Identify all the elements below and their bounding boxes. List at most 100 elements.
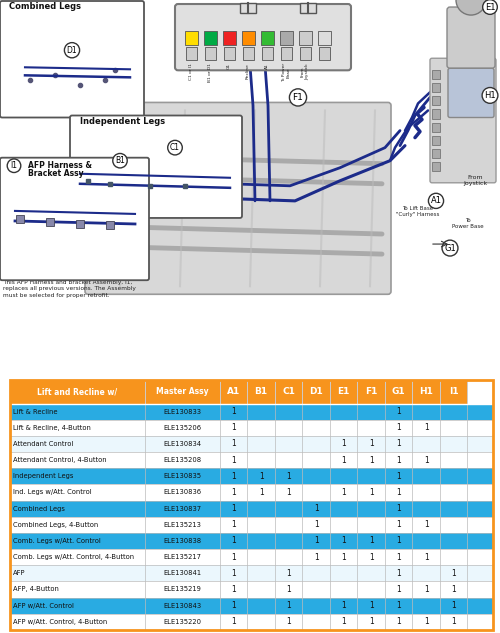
Text: AFP, 4-Button: AFP, 4-Button (13, 586, 59, 592)
Text: 1: 1 (286, 617, 291, 626)
Text: 1: 1 (452, 617, 456, 626)
Bar (242, 31, 255, 45)
Text: H1: H1 (484, 91, 496, 100)
Text: 1: 1 (232, 423, 236, 432)
Text: 1: 1 (424, 520, 428, 529)
Text: From
Joystick: From Joystick (463, 175, 487, 186)
Text: Comb. Legs w/Att. Control, 4-Button: Comb. Legs w/Att. Control, 4-Button (13, 554, 134, 560)
Bar (261, 31, 274, 45)
FancyBboxPatch shape (430, 58, 496, 183)
Bar (299, 31, 312, 45)
Text: 1: 1 (232, 439, 236, 448)
Bar (319, 47, 330, 60)
Text: 1: 1 (342, 439, 346, 448)
Bar (10, 404, 492, 420)
Bar (300, 47, 311, 60)
Text: 1: 1 (452, 601, 456, 610)
Bar (432, 149, 440, 158)
Text: Bracket Assy: Bracket Assy (28, 169, 84, 179)
Text: ELE135208: ELE135208 (164, 457, 202, 463)
Bar (10, 533, 220, 549)
Text: Attendant Control, 4-Button: Attendant Control, 4-Button (13, 457, 106, 463)
Bar (275, 380, 302, 404)
FancyBboxPatch shape (0, 158, 149, 280)
Text: Lift & Recline: Lift & Recline (13, 409, 58, 415)
Bar (318, 31, 331, 45)
Text: G1: G1 (444, 244, 456, 253)
Text: 1: 1 (232, 472, 236, 481)
Bar (440, 380, 468, 404)
Bar (10, 501, 492, 517)
Text: Combined Legs: Combined Legs (9, 2, 81, 11)
Text: 1: 1 (314, 536, 318, 546)
Text: 1: 1 (342, 536, 346, 546)
Bar (10, 613, 492, 630)
Text: 1: 1 (342, 617, 346, 626)
Text: 1: 1 (232, 536, 236, 546)
Text: Lift & Recline, 4-Button: Lift & Recline, 4-Button (13, 425, 91, 431)
Bar (10, 468, 492, 484)
Bar (223, 31, 236, 45)
Text: AFP w/Att. Control: AFP w/Att. Control (13, 603, 74, 608)
FancyBboxPatch shape (175, 4, 351, 70)
Bar (186, 47, 197, 60)
Text: 1: 1 (452, 569, 456, 578)
Bar (205, 47, 216, 60)
Bar (358, 380, 385, 404)
Bar (281, 47, 292, 60)
Text: 1: 1 (424, 553, 428, 561)
Bar (262, 47, 273, 60)
Text: ELE135220: ELE135220 (164, 618, 202, 625)
FancyBboxPatch shape (0, 1, 144, 118)
Bar (280, 31, 293, 45)
Text: 1: 1 (396, 617, 401, 626)
Bar (248, 380, 275, 404)
Bar (10, 452, 492, 468)
Bar (432, 96, 440, 106)
Text: 1: 1 (232, 407, 236, 416)
Text: 1: 1 (342, 601, 346, 610)
Text: 1: 1 (286, 488, 291, 497)
Text: Independent Legs: Independent Legs (80, 116, 165, 125)
Text: G1: G1 (242, 0, 254, 1)
Text: ELE130837: ELE130837 (164, 506, 202, 511)
Text: 1: 1 (259, 488, 264, 497)
Text: AFP: AFP (13, 570, 26, 576)
Text: 1: 1 (396, 553, 401, 561)
Text: 1: 1 (369, 617, 374, 626)
Bar (432, 135, 440, 144)
Text: ELE135219: ELE135219 (164, 586, 202, 592)
Bar (224, 47, 235, 60)
Text: Combined Legs, 4-Button: Combined Legs, 4-Button (13, 522, 98, 528)
Bar (385, 380, 412, 404)
Text: H1: H1 (302, 0, 314, 1)
Text: 1: 1 (396, 504, 401, 513)
Text: AFP Harness &: AFP Harness & (28, 161, 92, 170)
Text: To
Power Base: To Power Base (452, 218, 484, 229)
Text: ELE135217: ELE135217 (164, 554, 202, 560)
Text: 1: 1 (286, 569, 291, 578)
Text: B1 or D1: B1 or D1 (208, 63, 212, 82)
Text: C1 or I1: C1 or I1 (189, 63, 193, 80)
Text: Attendant Control: Attendant Control (13, 441, 73, 447)
Bar (204, 31, 217, 45)
Text: 1: 1 (232, 520, 236, 529)
Text: 1: 1 (396, 456, 401, 465)
Text: 1: 1 (396, 439, 401, 448)
Text: 1: 1 (396, 601, 401, 610)
Text: To Lift Base
"Curly" Harness: To Lift Base "Curly" Harness (396, 206, 440, 217)
Text: C1: C1 (282, 387, 295, 396)
Text: 1: 1 (424, 617, 428, 626)
Text: 1: 1 (396, 407, 401, 416)
Text: 1: 1 (452, 585, 456, 594)
Text: Recline: Recline (246, 63, 250, 79)
Text: AFP w/Att. Control, 4-Button: AFP w/Att. Control, 4-Button (13, 618, 107, 625)
Text: 1: 1 (314, 504, 318, 513)
Text: Master Assy: Master Assy (156, 387, 209, 396)
Bar (185, 31, 198, 45)
FancyBboxPatch shape (447, 7, 495, 68)
Text: ELE130841: ELE130841 (164, 570, 202, 576)
Text: I1: I1 (10, 161, 18, 170)
Bar (432, 70, 440, 79)
Text: D1: D1 (66, 46, 78, 54)
